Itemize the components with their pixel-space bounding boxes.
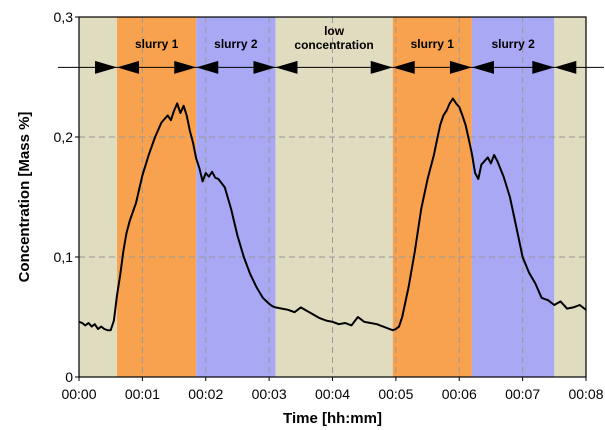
- arrowhead-left: [471, 60, 494, 74]
- x-tick-label: 00:00: [61, 386, 96, 402]
- arrowhead-right: [95, 60, 118, 74]
- arrowhead-left: [275, 60, 298, 74]
- phase-labels: slurry 1 slurry 2 low concentration slurry 1…: [135, 24, 535, 52]
- phase-label-line: low: [324, 24, 345, 38]
- x-tick-label: 00:07: [505, 386, 540, 402]
- y-tick-label: 0,2: [54, 129, 74, 145]
- phase-band-slurry1: [392, 17, 472, 377]
- x-axis: 00:00 00:01 00:02 00:03 00:04 00:05 00:06 00:07…: [61, 377, 604, 402]
- arrowhead-right: [532, 60, 555, 74]
- phase-band-slurry2: [196, 17, 276, 377]
- x-tick-label: 00:01: [125, 386, 160, 402]
- phase-band-slurry1: [117, 17, 197, 377]
- x-tick-label: 00:04: [315, 386, 350, 402]
- arrowhead-left: [392, 60, 415, 74]
- phase-label: low concentration: [294, 24, 373, 52]
- phase-band-slurry2: [471, 17, 555, 377]
- phase-label: slurry 2: [214, 37, 258, 51]
- y-tick-label: 0,1: [54, 249, 74, 265]
- phase-label: slurry 2: [491, 37, 535, 51]
- y-axis-title: Concentration [Mass %]: [16, 112, 33, 283]
- concentration-line: [78, 97, 587, 332]
- arrowhead-left: [117, 60, 140, 74]
- x-tick-label: 00:06: [442, 386, 477, 402]
- arrowhead-right: [370, 60, 393, 74]
- arrowhead-left: [196, 60, 219, 74]
- y-axis: 0 0,1 0,2 0,3: [54, 9, 79, 385]
- arrowhead-right: [253, 60, 276, 74]
- x-tick-label: 00:08: [568, 386, 603, 402]
- series-layer: [78, 97, 587, 332]
- phase-band-baseline: [79, 17, 118, 377]
- phase-label: slurry 1: [411, 37, 455, 51]
- phase-label-line: concentration: [294, 38, 373, 52]
- grid-lines: [79, 17, 586, 377]
- x-tick-label: 00:05: [378, 386, 413, 402]
- x-axis-title: Time [hh:mm]: [283, 410, 382, 427]
- y-tick-label: 0,3: [54, 9, 74, 25]
- phase-bands: [79, 17, 586, 377]
- arrowhead-left: [554, 60, 577, 74]
- phase-band-baseline: [554, 17, 586, 377]
- x-tick-label: 00:03: [252, 386, 287, 402]
- x-tick-label: 00:02: [188, 386, 223, 402]
- phase-band-baseline: [275, 17, 393, 377]
- arrowhead-right: [174, 60, 197, 74]
- phase-arrows: [58, 60, 604, 74]
- arrowhead-right: [449, 60, 472, 74]
- y-tick-label: 0: [65, 369, 73, 385]
- phase-label: slurry 1: [135, 37, 179, 51]
